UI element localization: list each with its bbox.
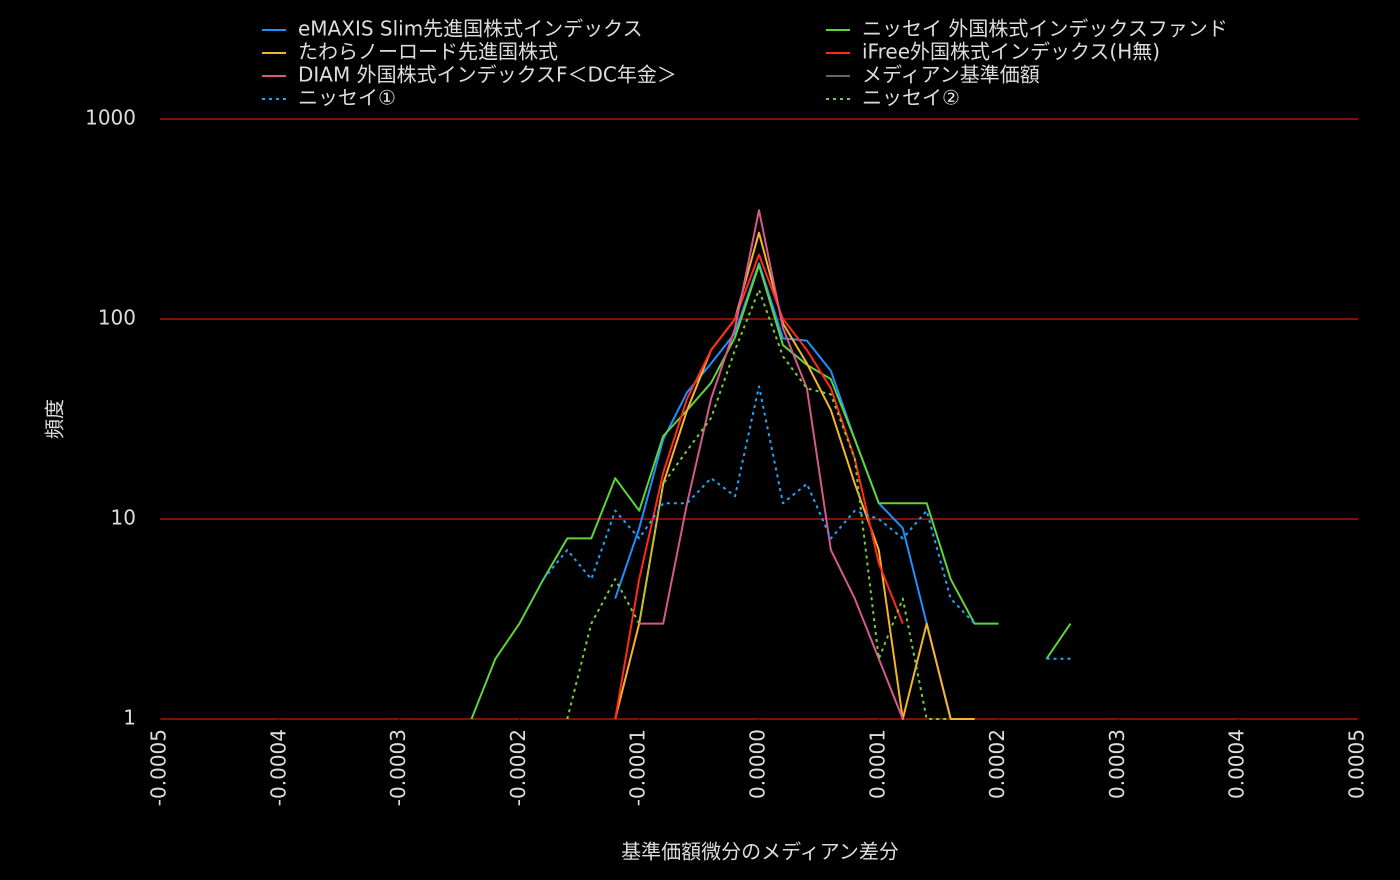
legend-label: たわらノーロード先進国株式 [298,40,558,64]
x-tick-label: -0.0005 [147,729,171,806]
x-tick-label: 0.0004 [1225,729,1249,799]
legend-label: iFree外国株式インデックス(H無) [862,40,1160,64]
y-tick-label: 1 [123,706,136,730]
legend-label: ニッセイ 外国株式インデックスファンド [862,17,1228,41]
x-tick-label: 0.0005 [1345,729,1369,799]
series-line [639,209,904,720]
x-tick-label: -0.0001 [626,729,650,806]
series-line [566,288,951,720]
x-tick-label: -0.0004 [266,729,290,806]
x-axis-label: 基準価額微分のメディアン差分 [621,840,899,864]
x-tick-label: 0.0003 [1105,729,1129,799]
series-line [614,253,904,720]
series-line [614,262,952,720]
y-tick-label: 10 [111,506,136,530]
series-line [470,264,1072,720]
x-tick-label: 0.0001 [865,729,889,799]
legend-label: eMAXIS Slim先進国株式インデックス [298,17,643,41]
x-tick-label: 0.0002 [985,729,1009,799]
legend-label: DIAM 外国株式インデックスF＜DC年金＞ [298,63,677,87]
x-tick-label: -0.0002 [506,729,530,806]
series-line [614,231,975,720]
legend-label: ニッセイ② [862,86,960,110]
series-line [542,385,1071,660]
y-tick-label: 1000 [85,106,136,130]
y-axis-label: 頻度 [43,399,67,439]
legend-label: ニッセイ① [298,86,396,110]
x-tick-label: 0.0000 [746,729,770,799]
legend-label: メディアン基準価額 [862,63,1040,87]
x-tick-label: -0.0003 [386,729,410,806]
y-tick-label: 100 [98,306,136,330]
